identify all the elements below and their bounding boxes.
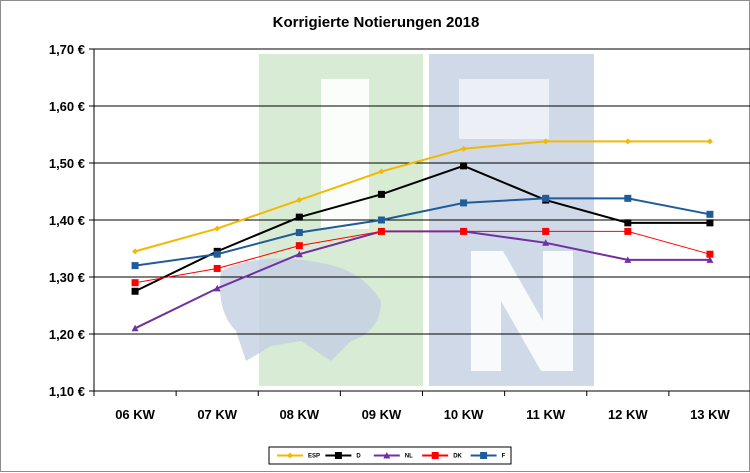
legend-label: D <box>356 454 361 460</box>
data-point <box>480 452 488 459</box>
legend-label: DK <box>453 454 462 460</box>
series-line <box>134 164 710 293</box>
data-point <box>295 229 303 237</box>
data-point <box>131 279 139 287</box>
data-point <box>377 190 385 198</box>
data-point <box>377 227 385 235</box>
chart-title: Korrigierte Notierungen 2018 <box>273 14 480 31</box>
series-dk <box>131 227 714 287</box>
data-point <box>131 287 139 295</box>
series-line <box>134 230 711 284</box>
data-point <box>287 452 293 459</box>
legend-item-d: D <box>325 452 361 460</box>
data-point <box>334 452 342 459</box>
x-tick-label: 12 KW <box>608 407 648 422</box>
y-tick-label: 1,10 € <box>49 384 85 399</box>
x-tick-label: 11 KW <box>526 407 566 422</box>
data-point <box>213 250 221 258</box>
data-point <box>431 452 439 459</box>
grid-layer <box>94 48 750 392</box>
data-point <box>460 145 467 152</box>
data-point <box>460 199 468 207</box>
series-layer <box>131 138 714 332</box>
data-point <box>296 197 303 204</box>
data-point <box>295 242 303 250</box>
y-tick-label: 1,30 € <box>49 270 85 285</box>
legend-item-nl: NL <box>373 452 413 460</box>
data-point <box>213 284 221 292</box>
y-tick-label: 1,70 € <box>49 42 85 57</box>
x-tick-label: 10 KW <box>444 407 484 422</box>
data-point <box>295 250 303 258</box>
series-line <box>134 140 710 253</box>
x-tick-label: 06 KW <box>115 407 155 422</box>
data-point <box>542 227 550 235</box>
data-point <box>132 248 139 255</box>
data-point <box>706 210 714 218</box>
data-point <box>460 227 468 235</box>
data-point <box>377 216 385 224</box>
x-tick-label: 09 KW <box>362 407 402 422</box>
data-point <box>213 264 221 272</box>
axis-layer: 1,10 € 1,20 € 1,30 € 1,40 € 1,50 € 1,60 € 1,70… <box>49 42 731 422</box>
data-point <box>378 168 385 175</box>
x-tick-label: 07 KW <box>197 407 237 422</box>
x-tick-label: 08 KW <box>279 407 319 422</box>
data-point <box>706 138 713 145</box>
legend-item-esp: ESP <box>277 452 320 460</box>
y-tick-label: 1,60 € <box>49 99 85 114</box>
legend-label: F <box>502 454 506 460</box>
data-point <box>383 452 391 459</box>
y-tick-label: 1,40 € <box>49 213 85 228</box>
data-point <box>624 256 632 263</box>
data-point <box>706 250 714 258</box>
legend-label: NL <box>405 454 413 460</box>
data-point <box>131 262 139 270</box>
data-point <box>706 219 714 227</box>
series-f <box>131 194 714 270</box>
legend-item-f: F <box>470 452 506 460</box>
y-tick-label: 1,20 € <box>49 327 85 342</box>
data-point <box>624 194 632 202</box>
data-point <box>624 227 632 235</box>
data-point <box>131 324 139 332</box>
y-tick-label: 1,50 € <box>49 156 85 171</box>
data-point <box>624 219 632 227</box>
data-point <box>214 225 221 232</box>
series-line <box>134 197 711 267</box>
legend-item-dk: DK <box>422 452 463 460</box>
data-point <box>542 138 549 145</box>
data-point <box>542 239 550 246</box>
data-point <box>460 162 468 170</box>
data-point <box>295 213 303 221</box>
data-point <box>542 194 550 202</box>
series-esp <box>132 138 713 255</box>
legend-label: ESP <box>308 454 320 460</box>
legend: ESP D NL DK F <box>268 446 512 465</box>
x-tick-label: 13 KW <box>690 407 730 422</box>
data-point <box>706 256 714 263</box>
data-point <box>624 138 631 145</box>
